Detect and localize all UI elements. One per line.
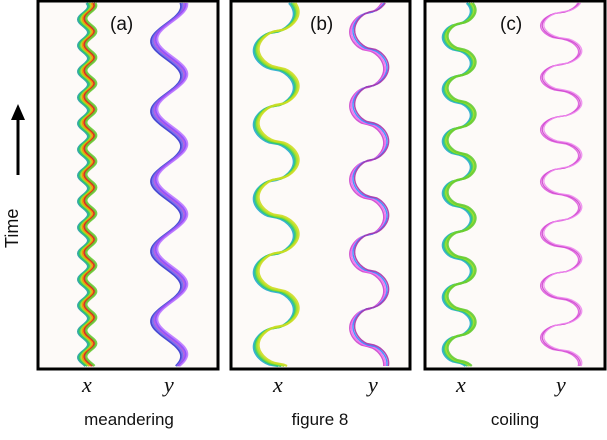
panel-c-x-filament-strand-3 xyxy=(446,2,477,367)
panel-b-curves xyxy=(252,2,390,368)
panel-c-y-label: y xyxy=(556,372,566,397)
panel-a-x-filament-strand-5 xyxy=(84,2,98,367)
panel-a-y-filament-strand-4 xyxy=(156,2,189,367)
panel-b-y-label: y xyxy=(368,372,378,397)
panel-b-y-filament-strand-3 xyxy=(353,2,390,367)
panel-a-letter: (a) xyxy=(110,14,133,35)
time-axis-label: Time xyxy=(2,208,22,248)
panel-a-frame xyxy=(36,0,220,371)
panel-a-curves xyxy=(76,2,189,367)
panel-a-x-label: x xyxy=(82,372,92,397)
panel-b-x-filament-strand-3 xyxy=(257,2,300,368)
panel-a-y-label: y xyxy=(164,372,174,397)
panel-b-mode-label: figure 8 xyxy=(291,410,349,429)
panel-c-y-filament-strand-2 xyxy=(543,2,583,367)
panel-c-letter: (c) xyxy=(500,14,522,35)
panel-c-mode-label: coiling xyxy=(490,410,540,429)
panel-c-x-label: x xyxy=(456,372,466,397)
time-arrow-icon xyxy=(11,104,25,175)
panel-b-letter: (b) xyxy=(310,14,333,35)
panel-a-mode-label: meandering xyxy=(84,410,174,429)
panel-c-curves xyxy=(441,2,583,367)
panel-b-x-label: x xyxy=(273,372,283,397)
